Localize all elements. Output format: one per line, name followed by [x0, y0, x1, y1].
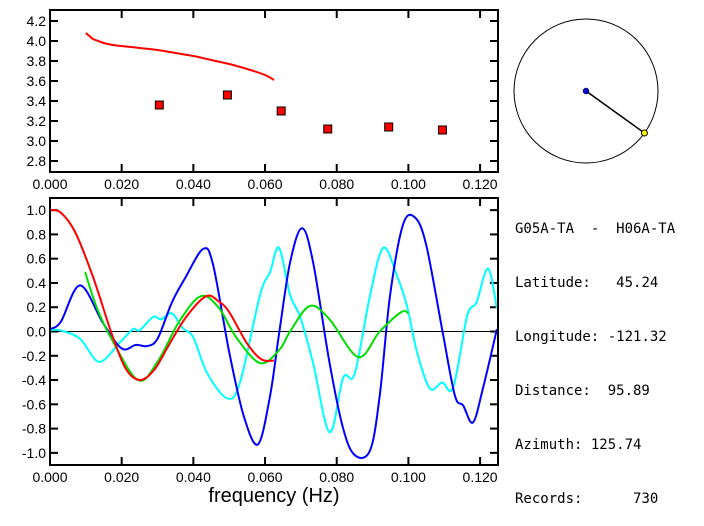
- plot-frame: [49, 197, 499, 466]
- x-tick-label: 0.060: [248, 469, 283, 485]
- y-tick-label: 0.8: [27, 226, 47, 242]
- station-info-panel: G05A-TA - H06A-TA Latitude: 45.24 Longit…: [515, 184, 675, 526]
- y-tick-label: 3.6: [27, 73, 47, 89]
- x-tick-label: 0.060: [248, 176, 283, 192]
- azimuth-value: 125.74: [590, 437, 642, 453]
- series-line-curve: [85, 32, 275, 81]
- series-group: [50, 209, 498, 459]
- y-tick-label: 3.0: [27, 133, 47, 149]
- distance-row: Distance: 95.89: [515, 382, 675, 400]
- dispersion-plot: 0.000 0.020 0.040 0.060 0.080 0.100 0.120 2.8 3.…: [27, 9, 499, 192]
- azimuth-map: [513, 18, 659, 164]
- station-pair: G05A-TA - H06A-TA: [515, 221, 676, 237]
- x-tick-label: 0.080: [319, 176, 354, 192]
- data-point-measurements: [384, 122, 394, 132]
- data-point-measurements: [323, 124, 333, 134]
- y-tick-label: 0.6: [27, 251, 47, 267]
- y-tick-label: 0.0: [27, 324, 47, 340]
- x-tick-label: 0.100: [391, 176, 426, 192]
- longitude-label: Longitude:: [515, 329, 600, 345]
- x-tick-label: 0.000: [32, 176, 67, 192]
- azimuth-row: Azimuth: 125.74: [515, 436, 675, 454]
- records-row: Records: 730: [515, 490, 675, 508]
- data-point-measurements: [154, 100, 164, 110]
- station-remote-marker: [640, 129, 648, 137]
- y-tick-label: 1.0: [27, 202, 47, 218]
- x-axis-label: frequency (Hz): [208, 485, 339, 507]
- x-tick-label: 0.100: [391, 469, 426, 485]
- x-tick-label: 0.000: [32, 469, 67, 485]
- y-tick-label: 3.2: [27, 113, 47, 129]
- x-tick-label: 0.040: [176, 176, 211, 192]
- series-group: [85, 32, 447, 135]
- series-line-blue: [50, 213, 498, 459]
- x-tick-label: 0.020: [104, 469, 139, 485]
- correlation-plot: 0.000 0.020 0.040 0.060 0.080 0.100 0.120 1.0 0.…: [22, 197, 499, 507]
- y-tick-label: -0.4: [22, 372, 46, 388]
- azimuth-circle: [513, 18, 659, 164]
- distance-value: 95.89: [607, 383, 650, 399]
- x-tick-label: 0.120: [463, 469, 498, 485]
- y-tick-label: 4.2: [27, 13, 47, 29]
- latitude-value: 45.24: [616, 275, 659, 291]
- y-tick-label: 4.0: [27, 33, 47, 49]
- x-tick-label: 0.080: [319, 469, 354, 485]
- series-line-green: [84, 271, 409, 382]
- data-point-measurements: [276, 106, 286, 116]
- series-line-cyan: [50, 246, 498, 434]
- y-tick-label: -0.2: [22, 348, 46, 364]
- station-center-marker: [582, 87, 590, 95]
- data-point-measurements: [437, 125, 447, 135]
- longitude-row: Longitude: -121.32: [515, 328, 675, 346]
- y-tick-label: -0.6: [22, 396, 46, 412]
- records-label: Records:: [515, 491, 583, 507]
- azimuth-label: Azimuth:: [515, 437, 583, 453]
- x-tick-label: 0.020: [104, 176, 139, 192]
- x-tick-label: 0.040: [176, 469, 211, 485]
- x-tick-label: 0.120: [463, 176, 498, 192]
- data-point-measurements: [222, 90, 232, 100]
- y-tick-label: 3.4: [27, 93, 47, 109]
- series-line-red: [50, 209, 275, 382]
- plot-frame: [49, 9, 499, 173]
- distance-label: Distance:: [515, 383, 591, 399]
- latitude-row: Latitude: 45.24: [515, 274, 675, 292]
- longitude-value: -121.32: [607, 329, 667, 345]
- azimuth-line: [585, 90, 645, 134]
- latitude-label: Latitude:: [515, 275, 591, 291]
- y-tick-label: 2.8: [27, 153, 47, 169]
- y-tick-label: -0.8: [22, 421, 46, 437]
- y-tick-label: 0.4: [27, 275, 47, 291]
- y-tick-label: 3.8: [27, 53, 47, 69]
- y-tick-label: 0.2: [27, 299, 47, 315]
- y-tick-label: -1.0: [22, 445, 46, 461]
- records-value: 730: [633, 491, 659, 507]
